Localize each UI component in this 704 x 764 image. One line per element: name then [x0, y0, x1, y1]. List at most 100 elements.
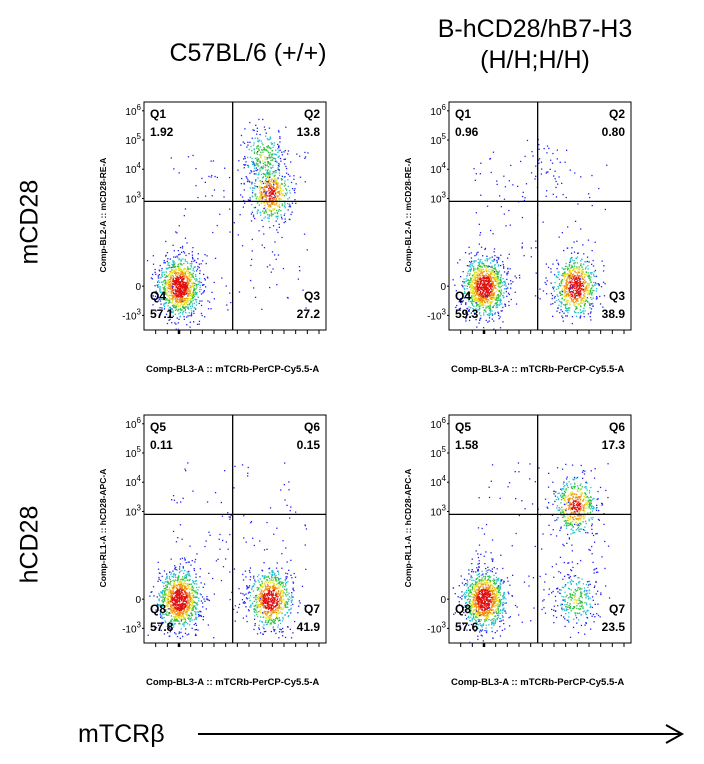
event-dot [185, 301, 187, 304]
event-dot [262, 149, 264, 151]
event-dot [495, 303, 498, 305]
event-dot [172, 264, 175, 266]
event-dot [177, 280, 179, 282]
event-dot [571, 259, 574, 261]
event-dot [173, 609, 175, 612]
event-dot [591, 303, 593, 305]
event-dot [152, 273, 154, 276]
event-dot [494, 298, 496, 300]
event-dot [256, 127, 258, 129]
event-dot [177, 620, 179, 622]
event-dot [187, 295, 189, 297]
event-dot [273, 144, 275, 146]
event-dot [183, 612, 185, 614]
event-dot [521, 242, 523, 244]
event-dot [483, 293, 486, 295]
event-dot [278, 199, 280, 201]
event-dot [477, 282, 479, 285]
event-dot [176, 282, 178, 284]
event-dot [179, 297, 181, 299]
event-dot [237, 234, 239, 236]
event-dot [207, 624, 209, 626]
event-dot [213, 189, 216, 191]
event-dot [477, 294, 479, 296]
event-dot [592, 273, 595, 275]
event-dot [499, 283, 501, 285]
event-dot [500, 281, 502, 283]
event-dot [182, 300, 184, 302]
event-dot [485, 296, 487, 298]
event-dot [181, 292, 183, 295]
event-dot [257, 169, 259, 171]
event-dot [562, 284, 564, 287]
event-dot [589, 304, 592, 306]
event-dot [263, 148, 265, 150]
event-dot [168, 300, 170, 302]
event-dot [493, 258, 495, 260]
event-dot [573, 269, 575, 271]
event-dot [165, 621, 167, 623]
event-dot [179, 581, 181, 583]
event-dot [479, 280, 482, 282]
event-dot [179, 566, 181, 568]
event-dot [167, 583, 169, 585]
event-dot [193, 596, 196, 598]
event-dot [489, 311, 492, 313]
event-dot [240, 194, 242, 196]
event-dot [169, 283, 171, 285]
event-dot [174, 632, 176, 634]
event-dot [475, 290, 477, 292]
event-dot [267, 147, 269, 149]
event-dot [182, 579, 184, 581]
event-dot [491, 310, 493, 312]
event-dot [175, 300, 177, 302]
event-dot [284, 149, 286, 152]
event-dot [258, 140, 260, 142]
event-dot [184, 590, 186, 592]
flow-scatter-svg: 1061051041030-1030104105106Q11.92Q213.8Q… [122, 101, 327, 334]
event-dot [287, 150, 290, 152]
event-dot [547, 171, 549, 173]
event-dot [190, 600, 192, 602]
event-dot [566, 265, 568, 268]
event-dot [487, 278, 489, 280]
event-dot [183, 307, 185, 309]
event-dot [578, 287, 581, 289]
event-dot [486, 265, 488, 267]
event-dot [567, 291, 569, 293]
event-dot [172, 609, 174, 611]
event-dot [594, 269, 597, 272]
event-dot [484, 269, 486, 271]
event-dot [256, 137, 259, 139]
event-dot [193, 310, 195, 312]
event-dot [471, 265, 473, 267]
event-dot [299, 176, 302, 178]
event-dot [455, 290, 457, 292]
event-dot [186, 316, 188, 318]
event-dot [591, 298, 593, 301]
event-dot [171, 308, 173, 310]
event-dot [550, 282, 552, 284]
event-dot [558, 283, 561, 285]
event-dot [468, 297, 470, 299]
event-dot [559, 294, 562, 297]
event-dot [157, 281, 159, 283]
event-dot [159, 264, 161, 267]
event-dot [281, 151, 283, 153]
event-dot [184, 272, 186, 274]
event-dot [500, 299, 502, 301]
event-dot [486, 258, 488, 260]
event-dot [176, 232, 178, 234]
event-dot [473, 291, 475, 293]
event-dot [485, 274, 487, 276]
y-tick-label: 104 [430, 161, 446, 176]
event-dot [173, 266, 175, 268]
event-dot [492, 151, 495, 153]
event-dot [198, 288, 201, 291]
event-dot [569, 271, 571, 273]
event-dot [489, 271, 491, 273]
event-dot [172, 264, 174, 266]
event-dot [471, 283, 473, 286]
event-dot [479, 234, 481, 236]
event-dot [159, 277, 161, 279]
